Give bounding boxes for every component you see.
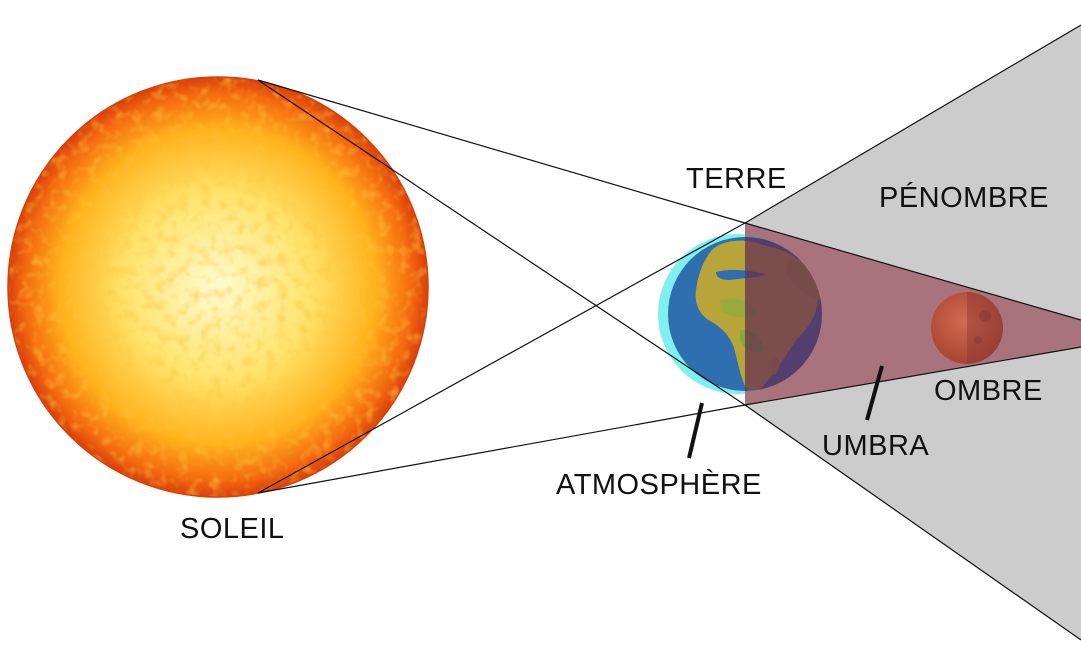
moon	[931, 292, 1003, 364]
light-rays	[257, 24, 1081, 641]
umbra-cone	[745, 223, 1081, 405]
atmosphere-pointer	[687, 402, 704, 459]
earth-night-side	[745, 237, 822, 391]
umbra-pointer	[865, 365, 884, 421]
label-shadow: OMBRE	[934, 375, 1043, 407]
label-earth: TERRE	[686, 163, 787, 195]
label-sun: SOLEIL	[180, 513, 285, 545]
label-atmosphere: ATMOSPHÈRE	[556, 468, 762, 501]
label-penumbra: PÉNOMBRE	[879, 181, 1049, 214]
label-umbra: UMBRA	[822, 430, 929, 462]
